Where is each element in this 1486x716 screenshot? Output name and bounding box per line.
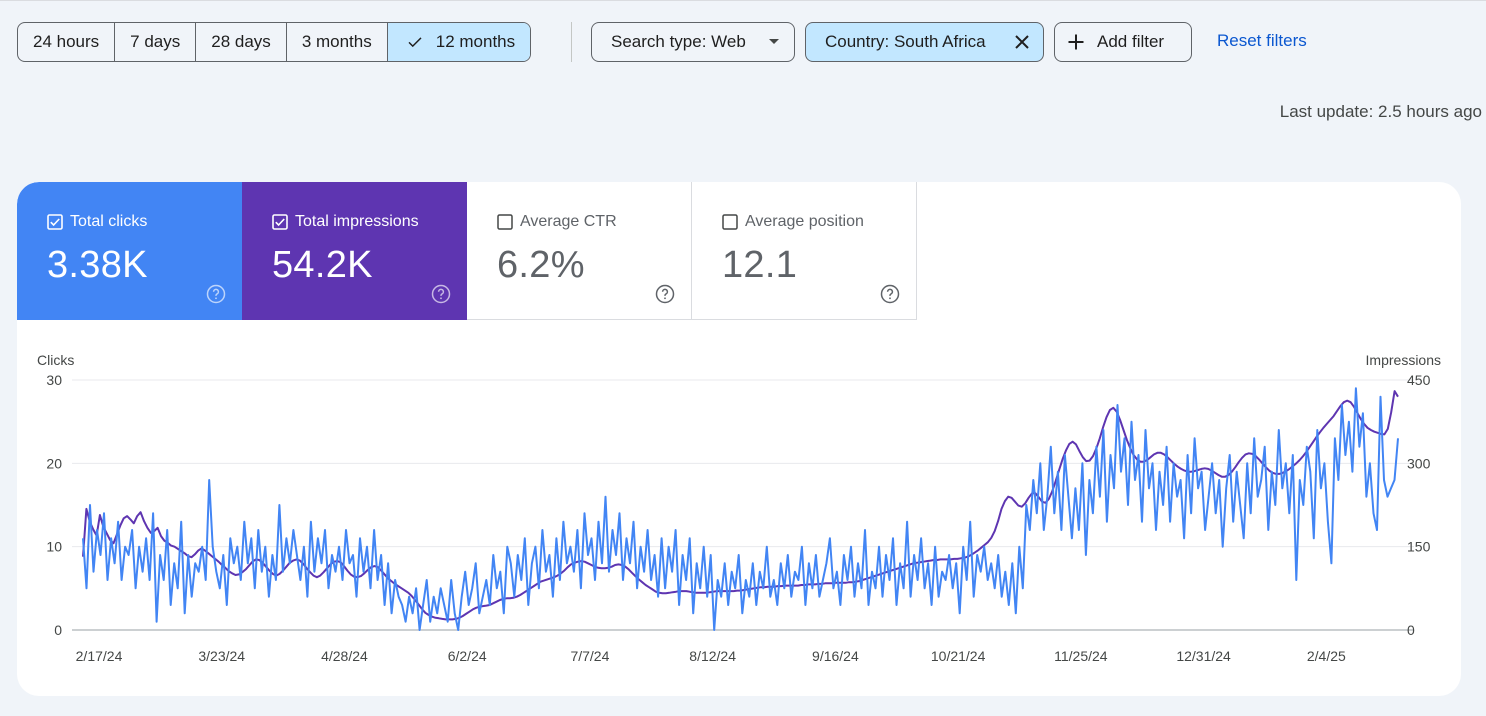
y-left-ticks: 0 10 20 30 [46, 372, 62, 638]
plus-icon [1068, 34, 1084, 50]
country-filter-chip[interactable]: Country: South Africa [805, 22, 1044, 62]
metric-value: 3.38K [47, 244, 148, 286]
help-icon[interactable] [880, 284, 900, 304]
x-tick-label: 6/2/24 [448, 648, 487, 664]
date-range-selector: 24 hours 7 days 28 days 3 months 12 mont… [17, 22, 532, 62]
y-right-tick-label: 300 [1407, 455, 1431, 471]
y-right-axis-title: Impressions [1366, 352, 1441, 368]
chart-gridlines [72, 379, 1414, 631]
chart-lines [82, 387, 1399, 631]
y-left-tick-label: 0 [54, 622, 62, 638]
range-3-months[interactable]: 3 months [287, 23, 388, 61]
last-update-text: Last update: 2.5 hours ago [1279, 102, 1482, 121]
x-tick-label: 9/16/24 [812, 648, 859, 664]
range-12-months[interactable]: 12 months [387, 23, 531, 61]
checkbox-icon[interactable] [47, 214, 63, 230]
x-axis-ticks: 2/17/24 3/23/24 4/28/24 6/2/24 7/7/24 8/12/24… [76, 648, 1346, 664]
top-divider [0, 0, 1486, 1]
y-left-tick-label: 10 [46, 539, 62, 555]
y-right-tick-label: 0 [1407, 622, 1415, 638]
range-label: 3 months [301, 32, 372, 51]
metric-value: 54.2K [272, 244, 373, 286]
range-7-days[interactable]: 7 days [115, 23, 197, 61]
y-left-tick-label: 30 [46, 372, 62, 388]
range-label: 28 days [211, 32, 271, 51]
y-left-tick-label: 20 [46, 455, 62, 471]
checkbox-icon[interactable] [272, 214, 288, 230]
metric-label: Total clicks [70, 213, 148, 230]
metric-average-position[interactable]: Average position 12.1 [692, 182, 917, 320]
help-icon[interactable] [206, 284, 226, 304]
metric-label: Average position [745, 213, 864, 230]
x-tick-label: 2/4/25 [1307, 648, 1346, 664]
country-filter-label: Country: South Africa [825, 32, 986, 51]
x-tick-label: 10/21/24 [931, 648, 986, 664]
range-label: 24 hours [33, 32, 100, 51]
metric-total-impressions[interactable]: Total impressions 54.2K [242, 182, 467, 320]
search-type-label: Search type: Web [611, 32, 746, 51]
x-tick-label: 8/12/24 [689, 648, 736, 664]
search-type-filter[interactable]: Search type: Web [591, 22, 795, 62]
x-tick-label: 11/25/24 [1054, 648, 1108, 664]
metric-total-clicks[interactable]: Total clicks 3.38K [17, 182, 242, 320]
caret-down-icon [769, 39, 779, 44]
help-icon[interactable] [431, 284, 451, 304]
y-right-tick-label: 450 [1407, 372, 1431, 388]
performance-card: Total clicks 3.38K Total impressions 54.… [17, 182, 1461, 696]
help-icon[interactable] [655, 284, 675, 304]
range-28-days[interactable]: 28 days [196, 23, 287, 61]
add-filter-label: Add filter [1097, 32, 1165, 51]
x-tick-label: 4/28/24 [321, 648, 368, 664]
metric-label: Average CTR [520, 213, 617, 230]
metric-value: 12.1 [722, 244, 798, 286]
check-icon [408, 37, 422, 48]
metric-label: Total impressions [295, 213, 419, 230]
x-tick-label: 3/23/24 [198, 648, 245, 664]
add-filter-button[interactable]: Add filter [1054, 22, 1192, 62]
performance-chart[interactable]: Clicks Impressions 0 10 20 30 0 150 300 450 2/… [17, 320, 1461, 696]
x-tick-label: 2/17/24 [76, 648, 123, 664]
range-label: 7 days [130, 32, 181, 51]
toolbar-divider [571, 22, 572, 62]
y-right-tick-label: 150 [1407, 539, 1431, 555]
close-icon[interactable] [1014, 34, 1030, 50]
checkbox-icon[interactable] [497, 214, 513, 230]
reset-filters-link[interactable]: Reset filters [1217, 31, 1307, 50]
range-24-hours[interactable]: 24 hours [18, 23, 116, 61]
series-line-clicks [82, 387, 1399, 631]
range-label: 12 months [435, 32, 516, 51]
x-tick-label: 12/31/24 [1176, 648, 1231, 664]
checkbox-icon[interactable] [722, 214, 738, 230]
metric-value: 6.2% [497, 244, 585, 286]
x-tick-label: 7/7/24 [570, 648, 609, 664]
y-left-axis-title: Clicks [37, 352, 74, 368]
y-right-ticks: 0 150 300 450 [1407, 372, 1431, 638]
metric-average-ctr[interactable]: Average CTR 6.2% [467, 182, 692, 320]
